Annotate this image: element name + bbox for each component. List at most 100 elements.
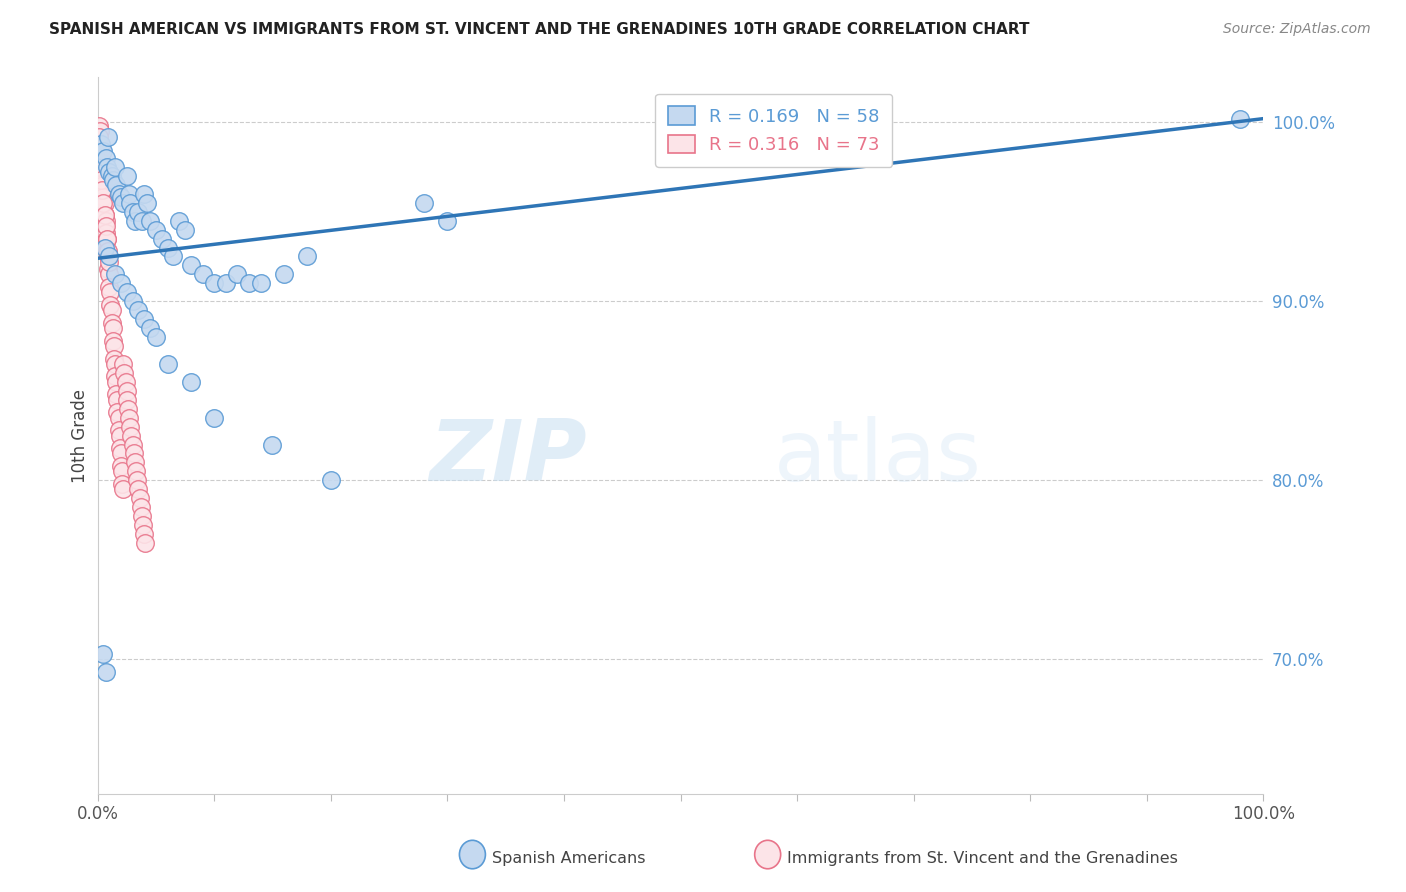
Point bbox=[108, 441, 131, 455]
Point bbox=[249, 277, 271, 291]
Point bbox=[129, 500, 152, 515]
Point bbox=[104, 160, 127, 174]
Point bbox=[127, 303, 149, 318]
Point bbox=[110, 446, 132, 460]
Point bbox=[104, 369, 127, 384]
Point bbox=[91, 172, 114, 186]
Point bbox=[94, 213, 117, 227]
Point bbox=[262, 437, 284, 451]
Point bbox=[112, 195, 135, 210]
Point bbox=[297, 250, 319, 264]
Point bbox=[127, 204, 149, 219]
Point bbox=[107, 410, 129, 425]
Point bbox=[191, 268, 214, 282]
Point bbox=[167, 213, 190, 227]
Point bbox=[100, 316, 122, 330]
Point bbox=[115, 392, 138, 407]
Text: SPANISH AMERICAN VS IMMIGRANTS FROM ST. VINCENT AND THE GRENADINES 10TH GRADE CO: SPANISH AMERICAN VS IMMIGRANTS FROM ST. … bbox=[49, 22, 1029, 37]
Point bbox=[436, 213, 458, 227]
Point bbox=[121, 294, 143, 309]
Legend: R = 0.169   N = 58, R = 0.316   N = 73: R = 0.169 N = 58, R = 0.316 N = 73 bbox=[655, 94, 893, 167]
Point bbox=[93, 241, 115, 255]
Point bbox=[96, 231, 118, 245]
Point bbox=[105, 387, 128, 401]
Point bbox=[118, 186, 141, 201]
Point bbox=[100, 285, 122, 300]
Point bbox=[180, 259, 202, 273]
Point bbox=[115, 384, 138, 398]
Point bbox=[124, 213, 146, 227]
Point bbox=[135, 195, 157, 210]
Point bbox=[117, 401, 139, 416]
Point bbox=[319, 473, 342, 487]
Point bbox=[90, 154, 112, 169]
Point bbox=[105, 178, 128, 192]
Point bbox=[238, 277, 260, 291]
Point bbox=[101, 172, 124, 186]
Point bbox=[100, 303, 122, 318]
Circle shape bbox=[460, 840, 485, 869]
Text: Source: ZipAtlas.com: Source: ZipAtlas.com bbox=[1223, 22, 1371, 37]
Point bbox=[103, 339, 125, 353]
Point bbox=[134, 527, 156, 541]
Point bbox=[150, 231, 173, 245]
Point bbox=[100, 169, 122, 183]
Point bbox=[226, 268, 249, 282]
Point bbox=[121, 204, 143, 219]
Point bbox=[118, 410, 141, 425]
Point bbox=[93, 144, 115, 158]
Point bbox=[110, 277, 132, 291]
Point bbox=[131, 509, 153, 524]
Point bbox=[202, 410, 225, 425]
Point bbox=[111, 464, 134, 478]
Point bbox=[94, 226, 117, 240]
Point bbox=[174, 222, 197, 236]
Point bbox=[110, 190, 132, 204]
Point bbox=[98, 268, 121, 282]
Point bbox=[94, 665, 117, 679]
Point bbox=[180, 375, 202, 389]
Point bbox=[89, 160, 111, 174]
Point bbox=[127, 473, 149, 487]
Point bbox=[134, 186, 156, 201]
Point bbox=[115, 285, 138, 300]
Point bbox=[98, 255, 121, 269]
Point bbox=[104, 357, 127, 371]
Point bbox=[91, 160, 114, 174]
Point bbox=[87, 129, 110, 144]
Point bbox=[97, 250, 120, 264]
Point bbox=[120, 428, 142, 442]
Point bbox=[110, 458, 132, 473]
Text: atlas: atlas bbox=[773, 416, 981, 499]
Point bbox=[104, 268, 127, 282]
Point bbox=[156, 357, 179, 371]
Point bbox=[120, 419, 142, 434]
Point bbox=[156, 241, 179, 255]
Point bbox=[132, 518, 155, 533]
Point bbox=[121, 437, 143, 451]
Point bbox=[139, 213, 162, 227]
Point bbox=[120, 195, 142, 210]
Point bbox=[105, 405, 128, 419]
Point bbox=[89, 136, 111, 151]
Point bbox=[145, 222, 167, 236]
Point bbox=[107, 186, 129, 201]
Point bbox=[127, 483, 149, 497]
Point bbox=[215, 277, 238, 291]
Point bbox=[108, 428, 131, 442]
Point bbox=[139, 321, 162, 335]
Point bbox=[101, 321, 124, 335]
Point bbox=[91, 183, 114, 197]
Point bbox=[112, 357, 135, 371]
Point bbox=[93, 208, 115, 222]
Point bbox=[97, 129, 120, 144]
Point bbox=[93, 190, 115, 204]
Point bbox=[97, 262, 120, 277]
Point bbox=[90, 142, 112, 156]
Point bbox=[1229, 112, 1251, 126]
Point bbox=[413, 195, 436, 210]
Point bbox=[93, 178, 115, 192]
Point bbox=[94, 219, 117, 233]
Point bbox=[131, 213, 153, 227]
Point bbox=[107, 423, 129, 437]
